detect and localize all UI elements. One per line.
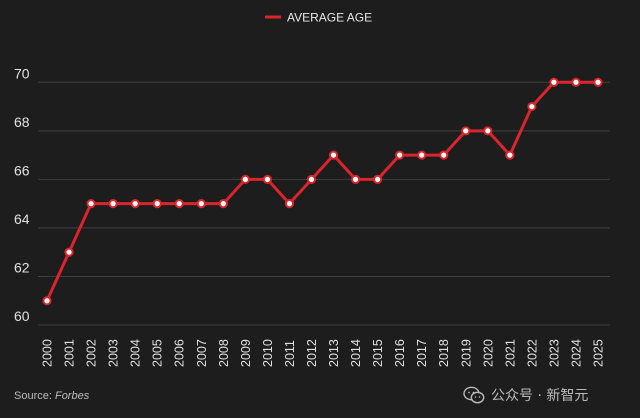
data-point <box>483 126 493 136</box>
y-tick-label: 70 <box>14 65 30 81</box>
y-tick-label: 64 <box>14 211 30 227</box>
data-point <box>130 199 140 209</box>
data-point <box>174 199 184 209</box>
series-group <box>42 77 603 306</box>
data-point <box>571 77 581 87</box>
data-point <box>284 199 295 209</box>
data-point <box>417 150 427 160</box>
x-tick-label: 2016 <box>393 339 407 367</box>
data-point <box>218 199 228 209</box>
x-tick-label: 2015 <box>371 339 385 367</box>
x-tick-label: 2020 <box>481 339 495 367</box>
x-tick-label: 2014 <box>349 339 363 367</box>
x-tick-label: 2017 <box>415 339 429 367</box>
y-tick-label: 62 <box>14 259 30 275</box>
wechat-logo-icon <box>463 386 485 404</box>
x-tick-label: 2021 <box>503 339 517 367</box>
x-tick-label: 2001 <box>63 339 77 367</box>
data-point <box>395 150 405 160</box>
watermark-text: 公众号 · 新智元 <box>491 388 589 404</box>
x-tick-label: 2002 <box>85 339 99 367</box>
grid-lines <box>38 81 610 326</box>
x-tick-label: 2010 <box>261 339 275 367</box>
data-point <box>42 296 52 306</box>
data-point <box>593 77 603 87</box>
x-tick-label: 2018 <box>437 339 451 367</box>
watermark: 公众号 · 新智元 <box>463 383 588 407</box>
y-tick-label: 68 <box>14 114 30 130</box>
series-line <box>45 80 600 303</box>
data-point <box>549 77 559 87</box>
data-point <box>64 247 74 257</box>
x-tick-label: 2023 <box>547 339 561 367</box>
x-tick-label: 2006 <box>173 339 187 367</box>
x-tick-label: 2024 <box>569 339 583 367</box>
data-point <box>350 174 361 184</box>
data-point <box>461 126 471 136</box>
data-point <box>439 150 449 160</box>
data-point <box>328 150 339 160</box>
source-prefix: Source: <box>14 390 55 402</box>
x-tick-label: 2013 <box>327 339 341 367</box>
data-point <box>152 199 162 209</box>
x-tick-label: 2005 <box>151 339 165 367</box>
x-tick-label: 2025 <box>592 339 606 367</box>
source-note: Source: Forbes <box>14 390 89 402</box>
legend-label: AVERAGE AGE <box>287 11 372 25</box>
x-tick-label: 2011 <box>283 340 297 367</box>
y-tick-label: 66 <box>14 162 30 178</box>
data-point <box>527 101 537 112</box>
y-axis: 60 62 64 66 68 70 <box>14 65 30 324</box>
data-point <box>262 174 272 184</box>
legend: AVERAGE AGE <box>265 11 372 25</box>
x-tick-label: 2019 <box>459 339 473 367</box>
source-name: Forbes <box>54 390 90 402</box>
data-point <box>240 174 250 184</box>
data-point <box>306 174 317 184</box>
x-tick-label: 2003 <box>107 339 121 367</box>
data-point <box>86 199 96 209</box>
x-tick-label: 2007 <box>195 339 209 367</box>
data-point <box>108 199 118 209</box>
x-tick-label: 2012 <box>305 339 319 367</box>
x-tick-label: 2022 <box>525 339 539 367</box>
y-tick-label: 60 <box>14 308 30 324</box>
data-point <box>373 174 383 184</box>
x-tick-label: 2008 <box>217 339 231 367</box>
x-tick-label: 2009 <box>239 339 253 367</box>
x-tick-label: 2004 <box>129 339 143 367</box>
x-axis: 2000 2001 2002 2003 2004 2005 2006 2007 2008 2009… <box>41 339 606 367</box>
data-point <box>196 199 206 209</box>
data-point <box>505 150 515 160</box>
x-tick-label: 2000 <box>41 339 55 367</box>
